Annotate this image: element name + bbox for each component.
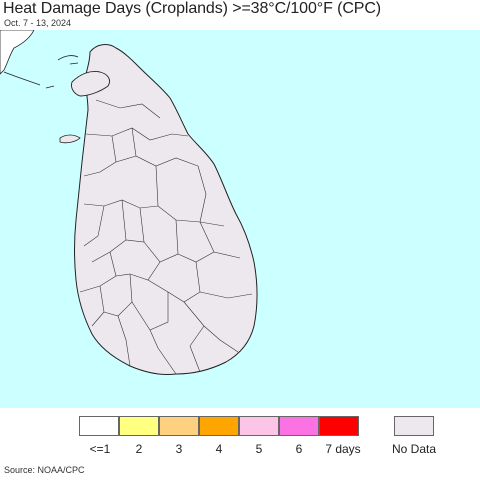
legend-swatch-7 — [319, 416, 359, 436]
legend-swatch-2 — [119, 416, 159, 436]
legend-swatch-4 — [199, 416, 239, 436]
legend-swatch-3 — [159, 416, 199, 436]
legend-label-5: 5 — [255, 442, 263, 456]
map-title: Heat Damage Days (Croplands) >=38°C/100°… — [3, 0, 382, 17]
map-panel — [0, 30, 480, 408]
legend-label-2: 2 — [135, 442, 143, 456]
mannar-island — [59, 134, 81, 144]
legend: <=1 2 3 4 5 6 7 days No Data — [0, 416, 480, 460]
legend-label-6: 6 — [295, 442, 303, 456]
date-range: Oct. 7 - 13, 2024 — [4, 18, 72, 28]
legend-swatch-1 — [79, 416, 119, 436]
legend-label-7: 7 days — [325, 442, 361, 456]
legend-swatch-6 — [279, 416, 319, 436]
legend-label-4: 4 — [215, 442, 223, 456]
sri-lanka-landmass — [74, 44, 258, 375]
legend-label-1: <=1 — [89, 442, 111, 456]
legend-label-no-data: No Data — [391, 442, 437, 456]
jaffna-peninsula — [71, 71, 111, 97]
district-boundaries — [79, 99, 253, 375]
source-credit: Source: NOAA/CPC — [4, 465, 85, 475]
legend-label-3: 3 — [175, 442, 183, 456]
legend-swatch-5 — [239, 416, 279, 436]
mannar-islands — [3, 71, 55, 89]
india-coast — [0, 30, 35, 75]
legend-swatch-no-data — [394, 416, 434, 436]
jaffna-islets — [57, 55, 79, 65]
